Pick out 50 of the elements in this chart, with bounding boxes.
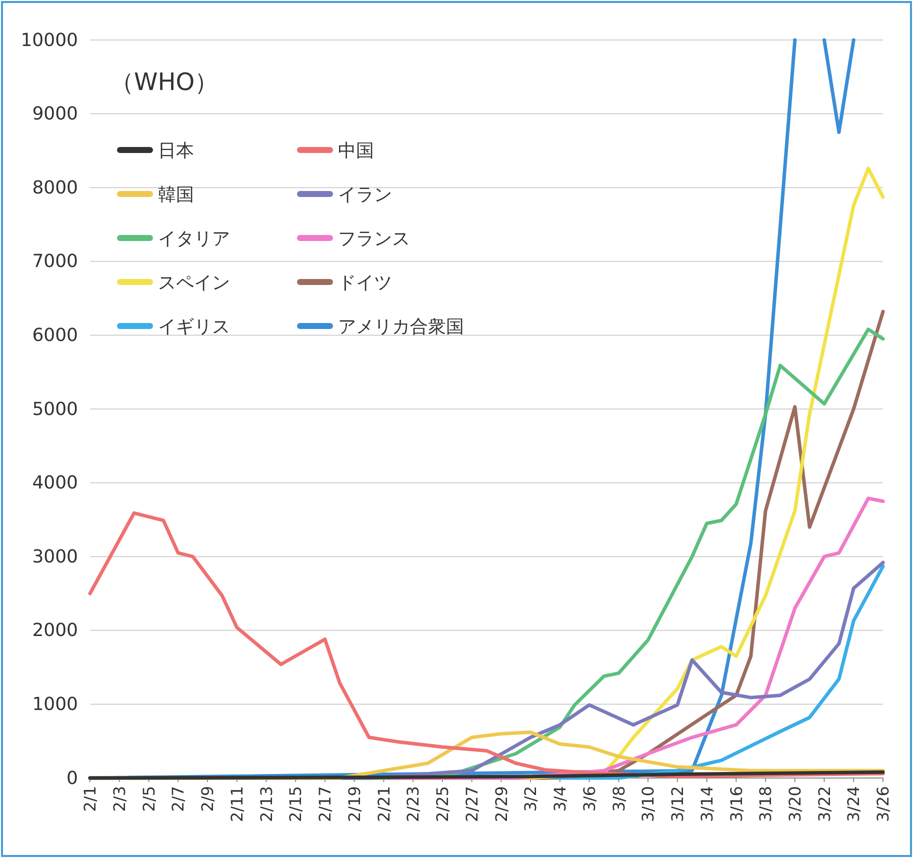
x-tick-label: 2/15 xyxy=(286,786,306,822)
y-tick-label: 3000 xyxy=(32,546,78,568)
x-tick-label: 3/10 xyxy=(638,786,658,822)
x-tick-label: 3/8 xyxy=(609,786,628,812)
x-tick-label: 3/6 xyxy=(580,786,599,812)
x-tick-label: 3/2 xyxy=(521,786,540,812)
y-tick-label: 9000 xyxy=(32,104,78,125)
legend-label: ドイツ xyxy=(338,272,392,294)
y-tick-label: 4000 xyxy=(32,472,78,494)
x-tick-label: 3/4 xyxy=(550,786,570,812)
x-tick-label: 3/12 xyxy=(668,786,688,822)
y-tick-label: 7000 xyxy=(32,251,78,272)
x-tick-label: 3/24 xyxy=(844,786,864,822)
legend-label: フランス xyxy=(338,228,410,250)
x-tick-label: 3/20 xyxy=(785,786,804,822)
y-tick-label: 5000 xyxy=(32,398,78,420)
x-tick-label: 2/29 xyxy=(492,786,511,822)
x-tick-label: 2/23 xyxy=(404,786,423,822)
legend-label: アメリカ合衆国 xyxy=(338,316,464,338)
legend-label: 中国 xyxy=(338,140,374,162)
legend-label: 日本 xyxy=(158,140,194,162)
x-tick-label: 3/18 xyxy=(756,786,776,822)
legend-label: イタリア xyxy=(158,228,230,250)
x-tick-label: 3/22 xyxy=(814,786,834,822)
x-tick-label: 2/13 xyxy=(256,786,276,822)
y-tick-label: 10000 xyxy=(20,30,78,51)
x-tick-label: 2/3 xyxy=(110,786,129,812)
x-tick-label: 2/27 xyxy=(462,786,482,822)
x-tick-label: 2/25 xyxy=(433,786,452,822)
x-tick-label: 3/16 xyxy=(726,786,746,822)
y-tick-label: 2000 xyxy=(32,620,78,642)
x-tick-label: 2/9 xyxy=(198,786,218,812)
x-tick-label: 3/26 xyxy=(874,786,893,822)
y-tick-label: 1000 xyxy=(32,694,78,715)
x-tick-label: 2/17 xyxy=(316,786,335,822)
legend-label: スペイン xyxy=(158,272,230,294)
x-tick-label: 2/19 xyxy=(344,786,364,822)
x-tick-label: 2/7 xyxy=(168,786,188,812)
y-tick-label: 0 xyxy=(66,768,78,789)
x-tick-label: 2/1 xyxy=(80,786,100,812)
legend-label: 韓国 xyxy=(158,184,194,206)
x-tick-label: 2/5 xyxy=(139,786,158,812)
x-tick-label: 2/11 xyxy=(227,786,246,822)
legend-label: イラン xyxy=(338,184,392,206)
x-tick-label: 3/14 xyxy=(697,786,716,822)
text: （WHO） xyxy=(110,68,219,96)
x-tick-label: 2/21 xyxy=(374,786,394,822)
legend-label: イギリス xyxy=(158,316,230,338)
y-tick-label: 8000 xyxy=(32,177,78,198)
y-tick-label: 6000 xyxy=(32,324,78,346)
